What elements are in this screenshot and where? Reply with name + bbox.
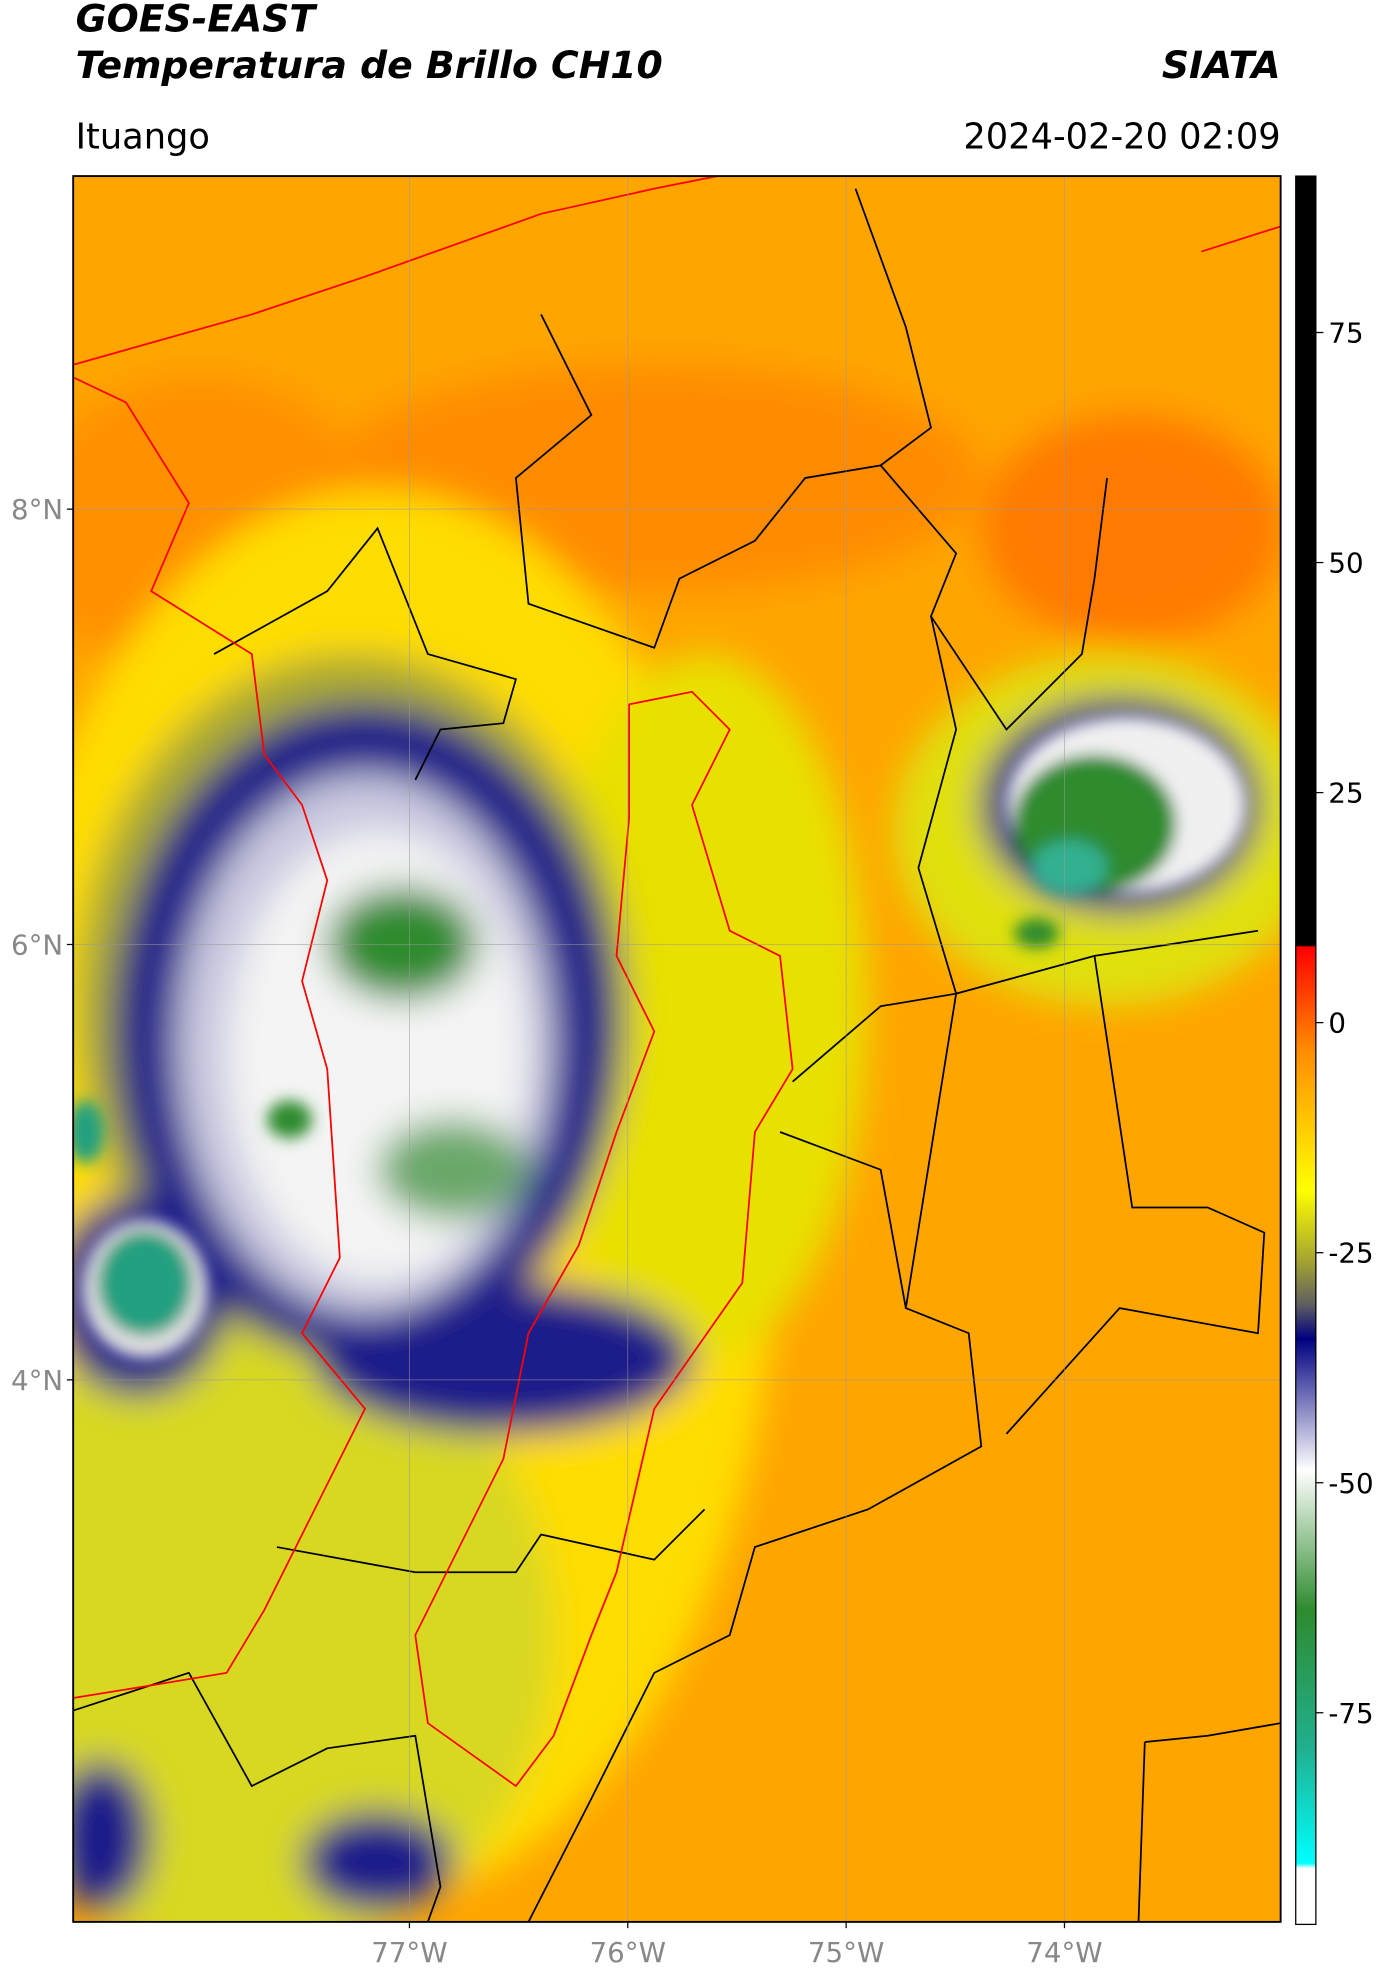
region-borders	[73, 176, 1281, 1788]
colorbar	[1295, 175, 1317, 1926]
borders	[73, 188, 1281, 1922]
lat-tick-label: 4°N	[11, 1364, 63, 1397]
timestamp: 2024-02-20 02:09	[963, 116, 1280, 157]
colorbar-tick-label: 75	[1328, 317, 1363, 350]
subtitle: Temperatura de Brillo CH10	[76, 43, 663, 87]
title: GOES-EAST	[76, 0, 319, 40]
lon-tick-label: 76°W	[590, 1936, 666, 1969]
source: SIATA	[1162, 43, 1281, 87]
lon-tick-label: 77°W	[371, 1936, 447, 1969]
lat-tick-label: 6°N	[11, 929, 63, 962]
map-frame	[72, 175, 1282, 1923]
colorbar-tick-label: 50	[1328, 547, 1363, 580]
lat-tick-label: 8°N	[11, 493, 63, 526]
colorbar-tick-label: -50	[1328, 1467, 1373, 1500]
colorbar-tick-label: -25	[1328, 1237, 1373, 1270]
graticule	[73, 176, 1281, 1922]
colorbar-tick-label: 0	[1328, 1007, 1346, 1040]
location: Ituango	[76, 116, 210, 157]
satellite-image	[73, 176, 1281, 1922]
colorbar-tick-label: 25	[1328, 777, 1363, 810]
colorbar-tick-label: -75	[1328, 1697, 1373, 1730]
cloud-cores	[73, 716, 1246, 1359]
lon-tick-label: 75°W	[808, 1936, 884, 1969]
lon-tick-label: 74°W	[1026, 1936, 1102, 1969]
